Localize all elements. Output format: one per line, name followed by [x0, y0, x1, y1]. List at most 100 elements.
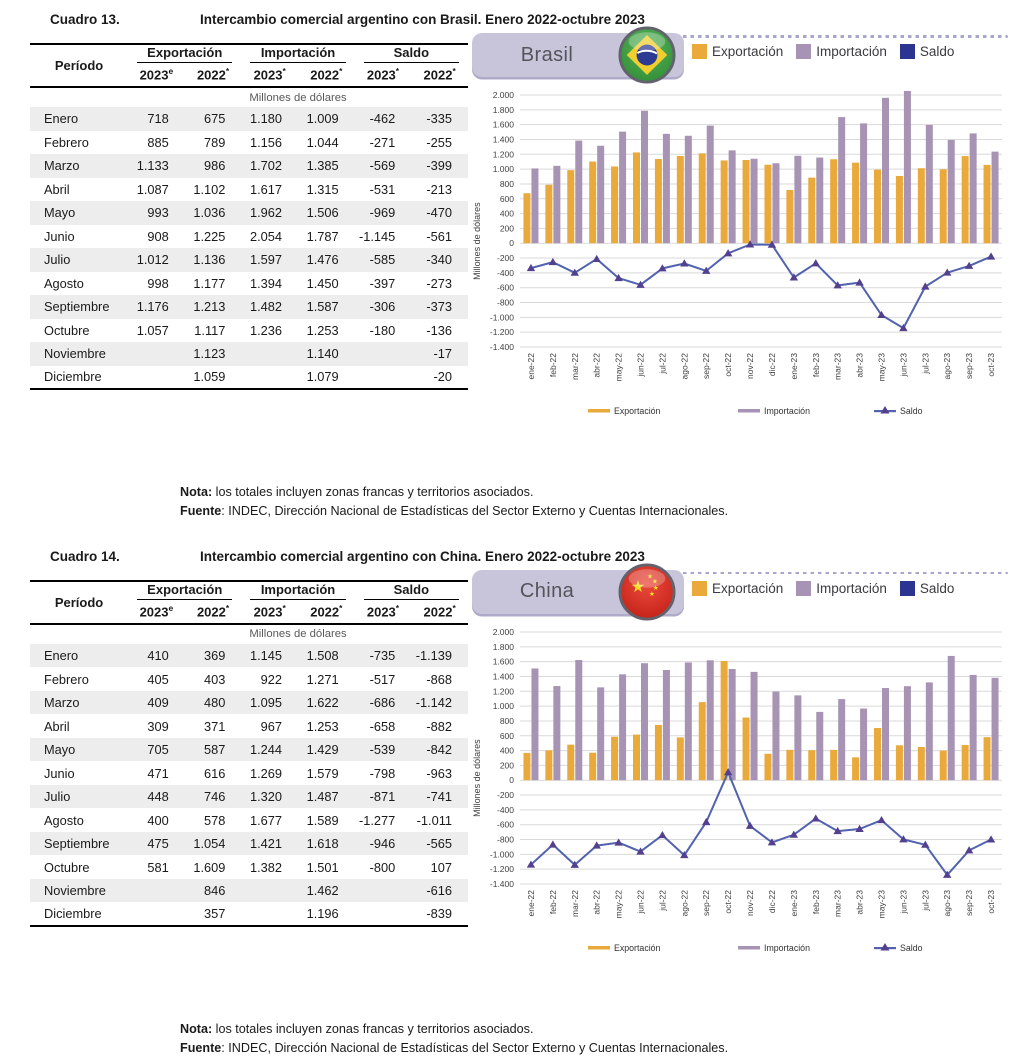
svg-text:may-22: may-22 [614, 890, 624, 919]
value-cell: 578 [204, 812, 226, 828]
value-cell: 581 [147, 859, 169, 875]
value-cell: 1.597 [249, 252, 283, 268]
year-header: 2022* [411, 599, 468, 625]
svg-text:jun-23: jun-23 [898, 890, 908, 915]
value-cell: 675 [204, 111, 226, 127]
chart-panel-china: China ★ ★ ★ ★ ★ [470, 563, 1010, 1012]
value-cell [128, 902, 185, 927]
value-cell: 1.140 [306, 346, 339, 362]
svg-text:abr-23: abr-23 [855, 353, 865, 378]
svg-text:600: 600 [500, 194, 514, 204]
period-cell: Enero [44, 111, 79, 127]
period-cell: Mayo [44, 742, 76, 758]
year-header: 2023e [128, 599, 185, 625]
svg-text:Importación: Importación [764, 943, 810, 953]
value-cell: 1.271 [306, 671, 339, 687]
svg-text:200: 200 [500, 223, 514, 233]
svg-text:feb-22: feb-22 [548, 353, 558, 377]
value-cell: 1.677 [249, 812, 283, 828]
value-cell: 1.009 [306, 111, 339, 127]
value-cell: 1.617 [249, 181, 283, 197]
value-cell: -585 [369, 252, 396, 268]
year-header: 2023* [354, 63, 412, 88]
svg-text:-1.000: -1.000 [490, 312, 514, 322]
svg-text:1.600: 1.600 [493, 656, 515, 666]
value-cell: 1.506 [306, 205, 339, 221]
svg-text:1.400: 1.400 [493, 671, 515, 681]
value-cell: 1.579 [306, 765, 339, 781]
value-cell: 1.177 [193, 275, 226, 291]
group-header-saldo: Saldo [354, 43, 468, 63]
year-header: 2023* [241, 599, 299, 625]
group-header-exportacion: Exportación [128, 43, 242, 63]
value-cell: -735 [369, 648, 396, 664]
value-cell: 410 [147, 648, 169, 664]
svg-text:ene-23: ene-23 [789, 353, 799, 380]
svg-text:Exportación: Exportación [614, 406, 661, 416]
period-cell: Marzo [44, 695, 80, 711]
value-cell: 922 [260, 671, 283, 687]
table-row: Abril 1.087 1.102 1.617 1.315 -531 -213 [30, 178, 468, 202]
svg-text:abr-22: abr-22 [592, 890, 602, 915]
value-cell: 471 [147, 765, 169, 781]
value-cell [128, 342, 185, 366]
svg-text:2.000: 2.000 [493, 627, 515, 637]
svg-text:abr-23: abr-23 [855, 890, 865, 915]
svg-text:800: 800 [500, 179, 514, 189]
table-row: Junio 908 1.225 2.054 1.787 -1.145 -561 [30, 225, 468, 249]
value-cell: 846 [204, 883, 226, 899]
value-cell: -399 [426, 158, 452, 174]
svg-text:★: ★ [652, 577, 658, 585]
value-cell: 616 [204, 765, 226, 781]
table-row: Marzo 1.133 986 1.702 1.385 -569 -399 [30, 154, 468, 178]
table-row: Noviembre 846 1.462 -616 [30, 878, 468, 903]
importacion-swatch-icon [796, 580, 812, 596]
svg-text:abr-22: abr-22 [592, 353, 602, 378]
svg-text:2.000: 2.000 [493, 90, 515, 100]
svg-text:ago-23: ago-23 [942, 353, 952, 380]
table-row: Febrero 885 789 1.156 1.044 -271 -255 [30, 131, 468, 155]
value-cell: -561 [426, 228, 452, 244]
legend-label-saldo: Saldo [919, 44, 955, 59]
svg-text:ago-22: ago-22 [679, 890, 689, 917]
year-header: 2022* [298, 599, 355, 625]
value-cell: 1.180 [249, 111, 283, 127]
trade-chart-brasil: -1.400 -1.200 -1.000 -800 -600 -400 -200 0 200 40… [470, 83, 1010, 428]
value-cell: 705 [147, 742, 169, 758]
svg-text:200: 200 [500, 760, 514, 770]
value-cell: 1.036 [193, 205, 226, 221]
value-cell: -798 [369, 765, 396, 781]
value-cell: 1.213 [193, 299, 226, 315]
value-cell: 998 [147, 275, 169, 291]
table-row: Febrero 405 403 922 1.271 -517 -868 [30, 667, 468, 691]
svg-text:1.000: 1.000 [493, 701, 515, 711]
value-cell: 1.057 [136, 322, 169, 338]
value-cell: -882 [426, 718, 452, 734]
value-cell: 1.059 [184, 365, 242, 390]
svg-text:400: 400 [500, 745, 514, 755]
value-cell: 1.482 [249, 299, 283, 315]
value-cell: 1.136 [193, 252, 226, 268]
svg-text:feb-23: feb-23 [811, 890, 821, 914]
trade-chart-china: -1.400 -1.200 -1.000 -800 -600 -400 -200 0 200 40… [470, 620, 1010, 965]
svg-text:dic-22: dic-22 [767, 890, 777, 913]
saldo-swatch-icon [899, 580, 915, 596]
value-cell: -273 [426, 275, 452, 291]
value-cell: 1.609 [193, 859, 226, 875]
svg-text:400: 400 [500, 209, 514, 219]
svg-text:oct-22: oct-22 [723, 890, 733, 914]
svg-text:-1.200: -1.200 [490, 327, 514, 337]
value-cell: 1.320 [249, 789, 283, 805]
group-header-saldo: Saldo [354, 579, 468, 600]
value-cell: 1.012 [136, 252, 169, 268]
value-cell: -180 [369, 322, 396, 338]
svg-text:may-22: may-22 [614, 353, 624, 382]
svg-text:jun-23: jun-23 [898, 353, 908, 378]
year-header: 2022* [184, 599, 242, 625]
svg-text:0: 0 [509, 775, 514, 785]
value-cell: -373 [426, 299, 452, 315]
trade-table-brasil: Período Exportación Importación Saldo 20… [30, 43, 468, 390]
svg-text:Exportación: Exportación [614, 943, 661, 953]
value-cell: 1.087 [136, 181, 169, 197]
value-cell [241, 902, 299, 927]
